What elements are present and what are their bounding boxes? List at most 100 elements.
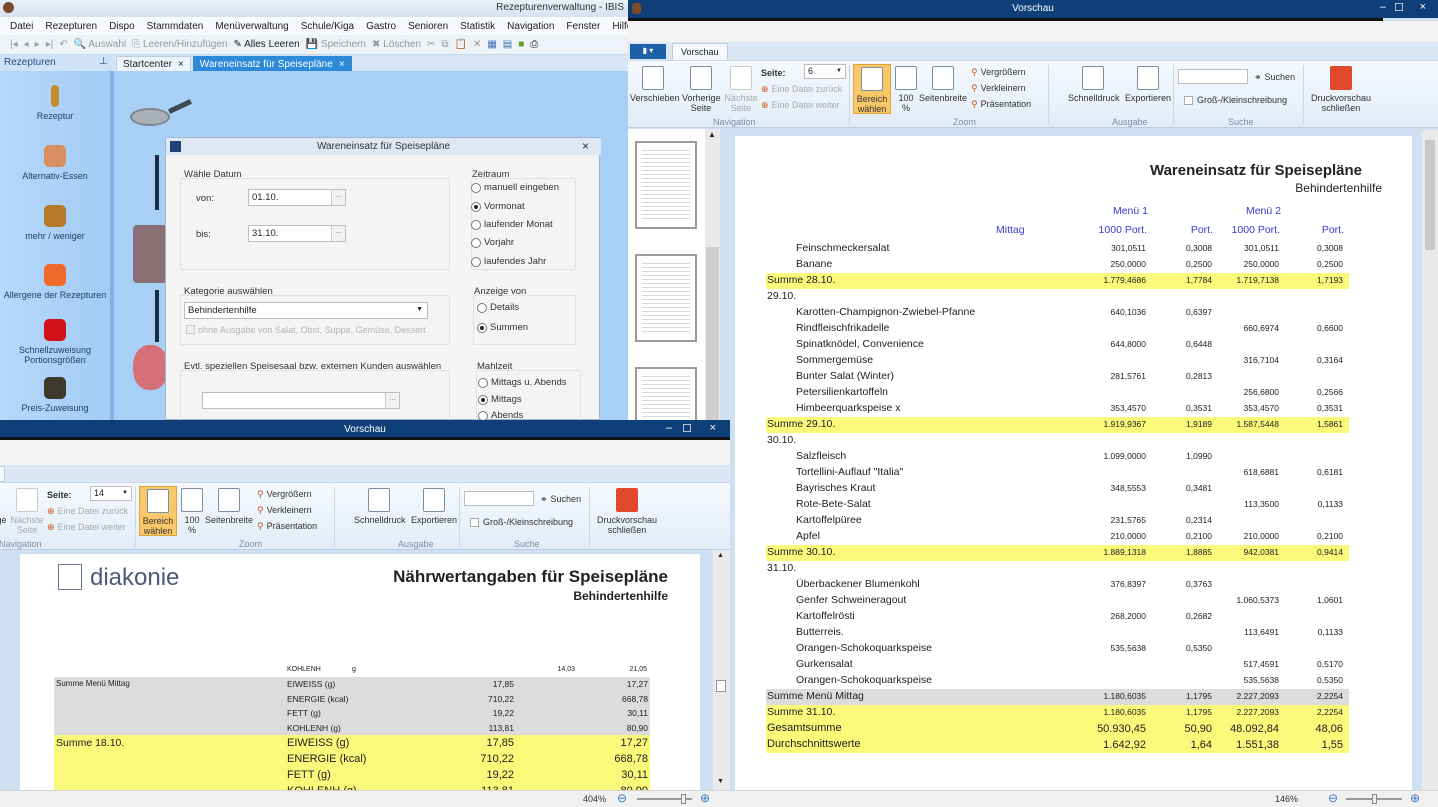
bereich-button[interactable]: Bereich wählen: [139, 486, 177, 536]
dialog-close-icon[interactable]: ×: [581, 139, 589, 153]
undo-icon[interactable]: ↶: [59, 39, 68, 50]
hundert-button[interactable]: 100 %: [180, 488, 204, 535]
next-record-icon[interactable]: ▸: [34, 39, 40, 50]
praesentation-button[interactable]: ⚲ Präsentation: [971, 99, 1032, 109]
search-input[interactable]: [464, 491, 534, 506]
von-picker-button[interactable]: ...: [331, 190, 345, 205]
tab-wareneinsatz[interactable]: Wareneinsatz für Speisepläne ×: [192, 56, 352, 71]
anzeige-radio[interactable]: Details: [477, 302, 519, 313]
page-scrollbar[interactable]: [1422, 130, 1438, 790]
vorherige-button[interactable]: Vorherige Seite: [682, 66, 721, 113]
pin-icon[interactable]: ⊥: [99, 56, 108, 67]
radio-circle[interactable]: [471, 201, 481, 212]
first-record-icon[interactable]: |◂: [10, 39, 18, 50]
bis-picker-button[interactable]: ...: [331, 226, 345, 241]
datei_weiter-button[interactable]: ⊕ Eine Datei weiter: [47, 522, 126, 532]
sidebar-item-allergene-der-rezepturen[interactable]: Allergene der Rezepturen: [0, 264, 110, 300]
sidebar-item-alternativ-essen[interactable]: Alternativ-Essen: [0, 145, 110, 181]
close-button[interactable]: ×: [1419, 1, 1426, 13]
radio-circle[interactable]: [471, 256, 481, 267]
page-number-select[interactable]: 14 ▼: [90, 486, 132, 501]
page-scrollbar[interactable]: ▲ ▼: [713, 550, 730, 790]
hundert-button[interactable]: 100 %: [894, 66, 918, 113]
maximize-button[interactable]: ☐: [1394, 2, 1404, 14]
delete-icon[interactable]: ✕: [472, 39, 482, 50]
naechste-button[interactable]: Nächste Seite: [724, 66, 758, 113]
zoom-in-icon[interactable]: ⊕: [700, 791, 711, 805]
zeitraum-radio[interactable]: Vorjahr: [471, 237, 514, 248]
zeitraum-radio[interactable]: manuell eingeben: [471, 182, 559, 193]
tab-vorschau[interactable]: Vorschau: [672, 43, 728, 60]
zoom-slider-thumb[interactable]: [1372, 794, 1377, 804]
sidebar-item-preis-zuweisung[interactable]: Preis-Zuweisung: [0, 377, 110, 413]
menu-item[interactable]: Dispo: [109, 20, 135, 32]
verkleinern-button[interactable]: ⚲ Verkleinern: [257, 505, 312, 515]
tab-close-icon[interactable]: ×: [338, 59, 345, 70]
radio-circle[interactable]: [477, 322, 487, 333]
loeschen-button[interactable]: ✖ Löschen: [371, 39, 421, 50]
menu-item[interactable]: Navigation: [507, 20, 555, 32]
zoom-in-icon[interactable]: ⊕: [1410, 791, 1421, 805]
scroll-up-icon[interactable]: ▲: [708, 130, 716, 139]
scrollbar-thumb[interactable]: [716, 680, 726, 692]
radio-circle[interactable]: [478, 410, 488, 420]
menu-item[interactable]: Gastro: [366, 20, 397, 32]
print-icon[interactable]: ⎙: [530, 39, 539, 50]
anzeige-radio[interactable]: Summen: [477, 322, 528, 333]
bereich-button[interactable]: Bereich wählen: [853, 64, 891, 114]
von-date-input[interactable]: 01.10....: [248, 189, 346, 206]
page-number-select[interactable]: 6 ▼: [804, 64, 846, 79]
tab-vorschau[interactable]: [0, 466, 5, 482]
datei_zurueck-button[interactable]: ⊕ Eine Datei zurück: [47, 506, 129, 516]
copy-icon[interactable]: ⧉: [441, 39, 449, 50]
verkleinern-button[interactable]: ⚲ Verkleinern: [971, 83, 1026, 93]
sidebar-item-rezeptur[interactable]: Rezeptur: [0, 85, 110, 121]
suchen-button[interactable]: ⚭ Suchen: [1254, 72, 1296, 82]
zoom-slider-thumb[interactable]: [681, 794, 686, 804]
speichern-button[interactable]: 💾 Speichern: [305, 39, 366, 50]
app-menu-button[interactable]: ▮ ▾: [630, 44, 666, 59]
cut-icon[interactable]: ✂: [426, 39, 436, 50]
zoom-slider[interactable]: [1346, 794, 1402, 804]
schnelldruck-button[interactable]: Schnelldruck: [354, 488, 406, 525]
zoom-out-icon[interactable]: ⊖: [1328, 791, 1339, 805]
calendar-icon[interactable]: ▦: [487, 39, 497, 50]
schliessen-button[interactable]: Druckvorschau schließen: [594, 488, 660, 535]
bis-date-input[interactable]: 31.10....: [248, 225, 346, 242]
sidebar-item-mehr-weniger[interactable]: mehr / weniger: [0, 205, 110, 241]
zeitraum-radio[interactable]: laufender Monat: [471, 219, 553, 230]
zeitraum-radio[interactable]: Vormonat: [471, 201, 525, 212]
schliessen-button[interactable]: Druckvorschau schließen: [1308, 66, 1374, 113]
close-button[interactable]: ×: [709, 422, 716, 434]
vergroessern-button[interactable]: ⚲ Vergrößern: [971, 67, 1026, 77]
seitenbreite-button[interactable]: Seitenbreite: [918, 66, 968, 103]
prev-record-icon[interactable]: ◂: [23, 39, 29, 50]
radio-circle[interactable]: [478, 377, 488, 388]
zoom-out-icon[interactable]: ⊖: [617, 791, 628, 805]
leeren-button[interactable]: ⎘ Leeren/Hinzufügen: [132, 39, 228, 50]
naechste-button[interactable]: Nächste Seite: [10, 488, 44, 535]
menu-item[interactable]: Datei: [10, 20, 34, 32]
tab-close-icon[interactable]: ×: [177, 59, 184, 70]
menu-item[interactable]: Senioren: [408, 20, 449, 32]
auswahl-button[interactable]: 🔍 Auswahl: [73, 39, 127, 50]
export-icon[interactable]: ■: [518, 39, 525, 50]
scroll-down-icon[interactable]: ▼: [717, 778, 724, 785]
suchen-button[interactable]: ⚭ Suchen: [540, 494, 582, 504]
thumbnail-page[interactable]: [635, 254, 697, 342]
alles-leeren-button[interactable]: ✎ Alles Leeren: [233, 39, 300, 50]
case-sensitive-checkbox[interactable]: [1184, 96, 1193, 105]
maximize-button[interactable]: ☐: [682, 423, 692, 435]
datei_weiter-button[interactable]: ⊕ Eine Datei weiter: [761, 100, 840, 110]
menu-item[interactable]: Stammdaten: [146, 20, 204, 32]
menu-item[interactable]: Statistik: [460, 20, 496, 32]
mahlzeit-radio[interactable]: Abends: [478, 410, 523, 420]
mahlzeit-radio[interactable]: Mittags: [478, 394, 522, 405]
sidebar-item-schnellzuweisung-portionsgr-en[interactable]: Schnellzuweisung Portionsgrößen: [0, 319, 110, 365]
speisesaal-input[interactable]: ...: [202, 392, 400, 409]
vergroessern-button[interactable]: ⚲ Vergrößern: [257, 489, 312, 499]
zeitraum-radio[interactable]: laufendes Jahr: [471, 256, 546, 267]
radio-circle[interactable]: [477, 302, 487, 313]
menu-item[interactable]: Menüverwaltung: [215, 20, 289, 32]
paste-icon[interactable]: 📋: [454, 39, 467, 50]
